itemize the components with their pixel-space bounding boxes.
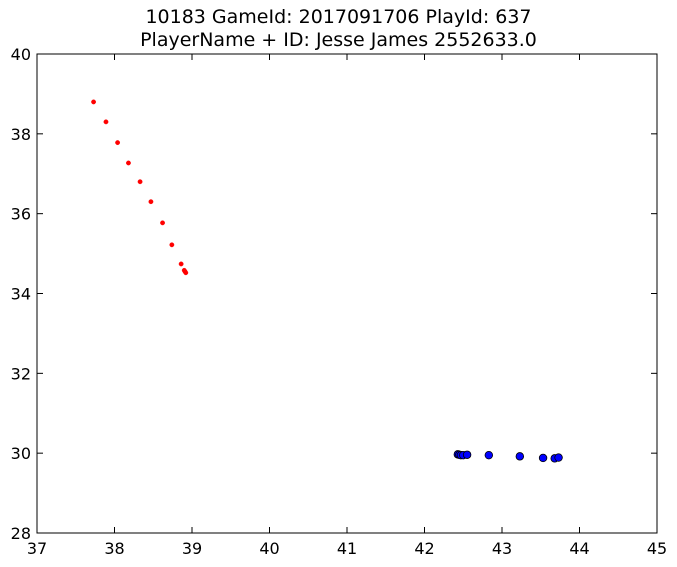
x-tick-label: 38 xyxy=(104,539,124,558)
x-tick-label: 40 xyxy=(259,539,279,558)
plot-area-frame xyxy=(36,53,658,534)
red-data-point xyxy=(91,99,96,105)
x-tick-label: 43 xyxy=(492,539,512,558)
y-tick-label: 28 xyxy=(11,524,31,543)
red-data-point xyxy=(160,220,165,226)
red-data-point xyxy=(137,179,143,185)
x-tick-label: 37 xyxy=(27,539,47,558)
red-data-point xyxy=(126,160,131,166)
y-tick-label: 38 xyxy=(11,125,31,144)
axis-ticks-layer: 37 38 39 40 41 42 43 44 45 28 30 32 34 36 38 40 xyxy=(11,45,668,558)
y-tick-label: 30 xyxy=(11,444,31,463)
red-data-point xyxy=(178,261,184,267)
red-data-point xyxy=(169,242,175,248)
red-data-point xyxy=(183,270,189,276)
x-tick-label: 41 xyxy=(337,539,357,558)
y-tick-label: 32 xyxy=(11,364,31,383)
y-tick-label: 36 xyxy=(11,205,31,224)
x-tick-label: 44 xyxy=(569,539,589,558)
x-tick-label: 45 xyxy=(647,539,667,558)
chart-title-line-2: PlayerName + ID: Jesse James 2552633.0 xyxy=(140,29,537,51)
blue-data-point xyxy=(515,452,525,461)
y-tick-label: 34 xyxy=(11,285,31,304)
blue-data-point xyxy=(538,453,548,463)
x-tick-label: 42 xyxy=(414,539,434,558)
blue-data-point xyxy=(554,453,563,462)
red-data-point xyxy=(148,199,154,205)
x-tick-label: 39 xyxy=(182,539,202,558)
red-data-point xyxy=(103,119,109,125)
y-tick-label: 40 xyxy=(11,45,31,64)
blue-data-point xyxy=(462,450,472,459)
blue-data-point xyxy=(484,450,494,460)
red-data-point xyxy=(115,140,121,146)
data-points-layer xyxy=(91,99,563,463)
chart-title-line-1: 10183 GameId: 2017091706 PlayId: 637 xyxy=(145,6,532,28)
